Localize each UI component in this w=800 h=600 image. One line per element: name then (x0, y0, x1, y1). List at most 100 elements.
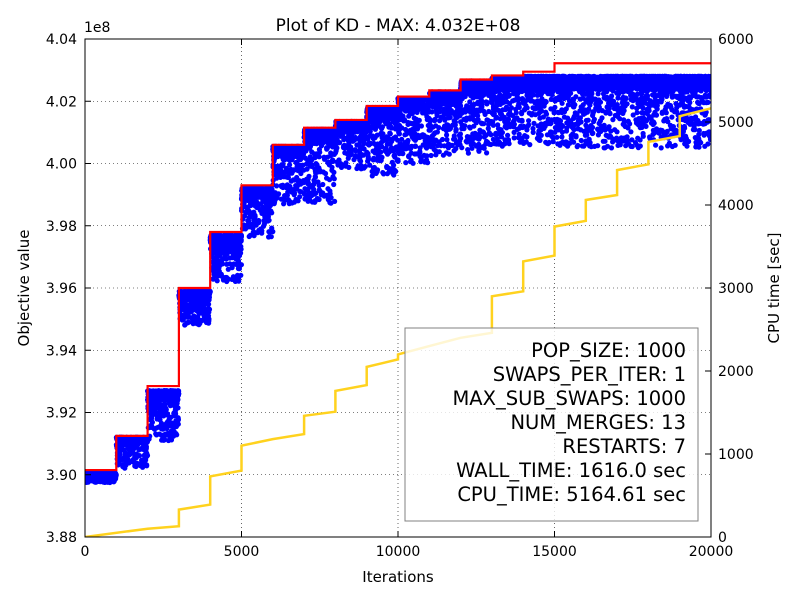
data-point (186, 307, 192, 313)
data-point (288, 178, 294, 184)
data-point (247, 200, 254, 206)
data-point (206, 293, 212, 299)
data-point (274, 150, 281, 156)
data-point (283, 165, 290, 171)
data-point (172, 403, 178, 409)
data-point (173, 431, 179, 437)
data-point (399, 136, 405, 142)
data-point (365, 158, 371, 164)
data-point (294, 174, 300, 181)
data-point (178, 291, 184, 297)
data-point (316, 187, 322, 193)
data-point (236, 250, 242, 256)
data-point (130, 459, 136, 465)
data-point (250, 229, 256, 235)
data-point (250, 225, 256, 231)
data-point (305, 198, 311, 204)
data-point (193, 305, 199, 311)
data-point (186, 293, 193, 299)
data-point (327, 194, 333, 200)
data-point (314, 151, 320, 157)
data-point (88, 471, 95, 477)
data-point (453, 128, 459, 134)
data-point (142, 456, 149, 462)
data-point (410, 126, 417, 132)
data-point (374, 157, 380, 163)
data-point (410, 160, 416, 166)
data-point (147, 410, 153, 416)
data-point (188, 302, 194, 308)
data-point (373, 170, 379, 176)
data-point (194, 320, 201, 326)
data-point (128, 439, 134, 445)
data-point (228, 235, 234, 241)
data-point (336, 157, 342, 163)
data-point (103, 472, 109, 478)
data-point (235, 258, 242, 264)
data-point (144, 451, 150, 457)
data-point (307, 154, 313, 160)
data-point (163, 407, 169, 413)
data-point (387, 131, 393, 137)
data-point (403, 131, 409, 137)
data-point (388, 124, 394, 130)
data-point (213, 273, 220, 279)
data-point (443, 128, 449, 134)
data-point (291, 167, 297, 173)
data-point (355, 126, 361, 132)
data-point (379, 135, 385, 141)
data-point (452, 111, 458, 117)
data-point (348, 146, 354, 152)
data-point (136, 436, 142, 442)
data-point (373, 114, 379, 120)
data-point (163, 420, 169, 427)
data-point (215, 238, 221, 244)
data-point (312, 198, 318, 204)
data-point (248, 213, 254, 219)
data-point (291, 189, 297, 195)
data-point (396, 122, 403, 129)
data-point (157, 395, 163, 401)
data-point (94, 471, 100, 477)
data-point (229, 265, 235, 271)
data-point (153, 395, 159, 401)
data-point (293, 159, 299, 166)
data-point (299, 180, 305, 186)
data-point (399, 150, 406, 156)
data-point (205, 316, 211, 322)
data-point (302, 148, 308, 154)
data-point (223, 252, 229, 258)
data-point (157, 423, 163, 429)
data-point (111, 479, 117, 485)
data-point (331, 169, 337, 175)
data-point (256, 220, 262, 226)
data-point (434, 129, 440, 135)
data-point (287, 162, 293, 168)
data-point (267, 203, 273, 209)
data-point (311, 177, 317, 183)
data-point (370, 165, 376, 171)
data-point (224, 234, 230, 240)
data-point (122, 440, 128, 446)
data-point (214, 278, 220, 284)
data-point (299, 167, 305, 173)
data-point (446, 95, 452, 101)
data-point (347, 151, 353, 157)
data-point (159, 432, 165, 438)
data-point (255, 230, 261, 236)
data-point (269, 210, 275, 216)
data-point (355, 163, 361, 169)
data-point (455, 139, 461, 145)
data-point (251, 194, 257, 200)
data-point (375, 152, 381, 158)
data-point (388, 147, 394, 153)
data-point (164, 426, 170, 432)
data-point (107, 476, 113, 482)
data-point (195, 298, 201, 305)
data-point (171, 388, 177, 394)
data-point (133, 463, 139, 469)
data-point (113, 471, 119, 477)
data-point (429, 109, 435, 115)
data-point (117, 455, 123, 461)
data-point (409, 132, 415, 138)
